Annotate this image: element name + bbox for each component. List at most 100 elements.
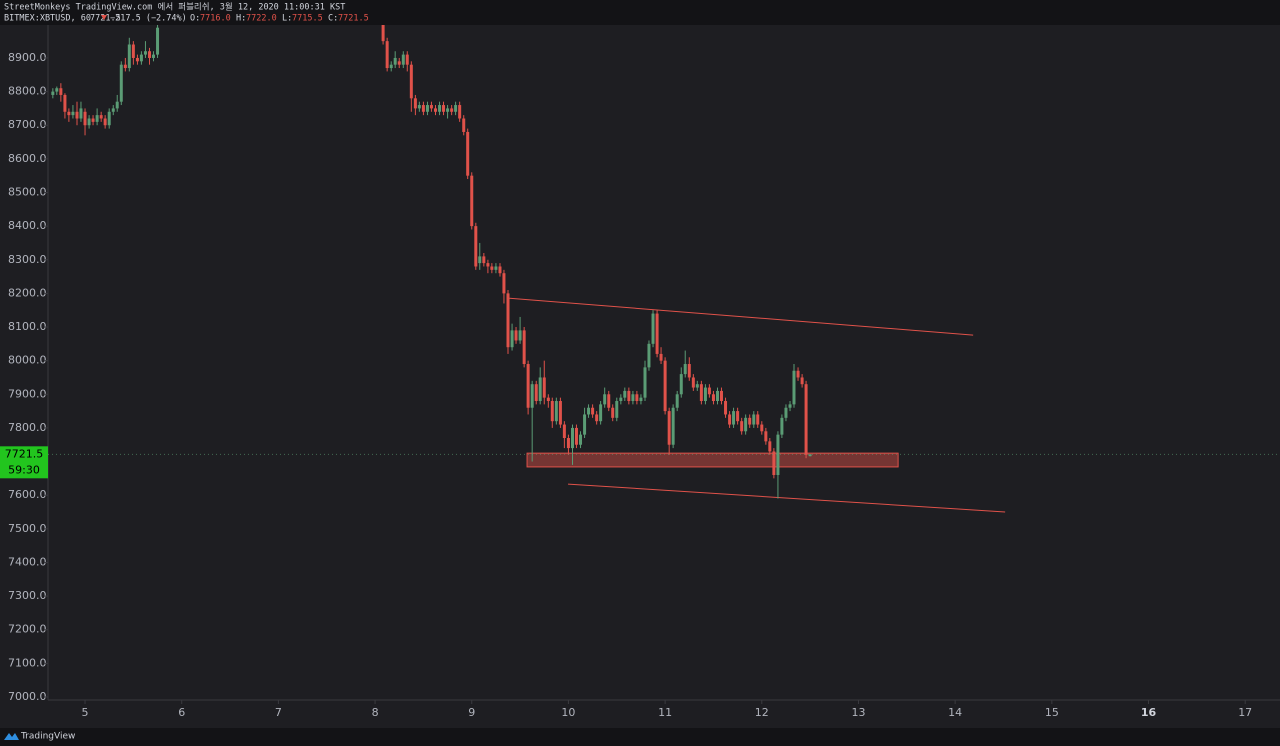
candle-body xyxy=(151,54,155,58)
candle-body xyxy=(558,401,562,425)
candle-body xyxy=(478,256,482,264)
candle-body xyxy=(494,266,498,270)
candle-body xyxy=(595,414,599,422)
y-tick-label: 8000.0 xyxy=(8,354,47,367)
footer-brand: TradingView xyxy=(20,732,75,742)
candle-body xyxy=(119,64,123,102)
candle-body xyxy=(683,364,687,375)
candle-body xyxy=(514,330,518,341)
candle-body xyxy=(740,421,744,432)
candle-body xyxy=(433,108,437,112)
candle-body xyxy=(732,411,736,425)
footer-bar xyxy=(0,728,1280,746)
x-tick-label: 5 xyxy=(82,706,89,719)
published-line: StreetMonkeys TradingView.com 에서 퍼블리쉬, 3… xyxy=(4,2,345,13)
y-tick-label: 7900.0 xyxy=(8,387,47,400)
candle-body xyxy=(103,118,107,126)
candle-body xyxy=(655,313,659,354)
candle-body xyxy=(808,454,812,457)
candle-body xyxy=(474,226,478,267)
candle-body xyxy=(79,108,83,119)
candle-body xyxy=(417,105,421,109)
x-tick-label: 13 xyxy=(851,706,865,719)
y-tick-label: 8500.0 xyxy=(8,185,47,198)
candle-body xyxy=(587,407,591,415)
candle-body xyxy=(804,384,808,455)
candle-body xyxy=(716,390,720,402)
price-tag-value: 7721.5 xyxy=(5,447,44,460)
candle-body xyxy=(764,431,768,442)
y-tick-label: 8100.0 xyxy=(8,320,47,333)
x-tick-label: 12 xyxy=(755,706,769,719)
x-tick-label: 15 xyxy=(1045,706,1059,719)
candle-body xyxy=(579,434,583,445)
support-zone xyxy=(526,452,899,468)
candle-body xyxy=(156,27,160,55)
candle-body xyxy=(752,414,756,425)
candle-body xyxy=(800,377,804,385)
candle-body xyxy=(381,25,385,42)
candle-body xyxy=(462,118,466,132)
candle-body xyxy=(71,111,75,116)
candle-body xyxy=(623,390,627,398)
candle-body xyxy=(784,407,788,418)
y-tick-label: 8300.0 xyxy=(8,253,47,266)
candle-body xyxy=(405,54,409,65)
candle-body xyxy=(663,360,667,412)
candle-body xyxy=(643,367,647,398)
y-tick-label: 7800.0 xyxy=(8,421,47,434)
candle-body xyxy=(55,88,59,92)
candle-body xyxy=(538,377,542,402)
candle-body xyxy=(506,293,510,348)
candle-body xyxy=(627,390,631,402)
candle-body xyxy=(442,105,446,112)
ohlc-value: 7715.5 xyxy=(292,14,323,24)
candle-body xyxy=(148,51,152,58)
candle-body xyxy=(75,111,79,119)
candle-body xyxy=(526,364,530,408)
candle-body xyxy=(401,54,405,65)
candle-body xyxy=(607,394,611,408)
ohlc-label: C: xyxy=(328,14,338,24)
candle-body xyxy=(679,374,683,395)
x-tick-label: 6 xyxy=(178,706,185,719)
candle-body xyxy=(83,111,87,126)
candle-body xyxy=(611,407,615,418)
candle-body xyxy=(570,427,574,449)
candle-body xyxy=(691,377,695,388)
trend-line xyxy=(508,297,974,336)
candle-body xyxy=(107,111,111,126)
candle-body xyxy=(695,384,699,388)
candle-body xyxy=(647,343,651,368)
candle-body xyxy=(639,397,643,402)
y-tick-label: 7300.0 xyxy=(8,589,47,602)
y-tick-label: 7600.0 xyxy=(8,488,47,501)
ohlc-label: H: xyxy=(236,14,246,24)
candle-body xyxy=(490,266,494,270)
candle-body xyxy=(748,417,752,425)
candle-body xyxy=(756,414,760,425)
candle-body xyxy=(736,411,740,422)
ohlc-value: 7716.0 xyxy=(200,14,231,24)
candle-body xyxy=(135,57,139,62)
candle-body xyxy=(675,394,679,408)
y-tick-label: 7500.0 xyxy=(8,522,47,535)
price-tag xyxy=(0,446,48,479)
symbol: BITMEX:XBTUSD, 60 xyxy=(4,14,91,24)
y-tick-label: 8800.0 xyxy=(8,85,47,98)
y-tick-label: 8600.0 xyxy=(8,152,47,165)
candle-body xyxy=(542,377,546,398)
x-tick-label: 10 xyxy=(561,706,575,719)
candle-body xyxy=(546,397,550,402)
candle-body xyxy=(788,404,792,408)
candle-body xyxy=(615,401,619,418)
candle-body xyxy=(397,61,401,65)
candle-body xyxy=(744,417,748,432)
y-tick-label: 8400.0 xyxy=(8,219,47,232)
candle-body xyxy=(699,384,703,402)
candle-body xyxy=(707,387,711,395)
candle-body xyxy=(635,394,639,402)
candle-body xyxy=(454,105,458,112)
x-tick-label: 14 xyxy=(948,706,962,719)
